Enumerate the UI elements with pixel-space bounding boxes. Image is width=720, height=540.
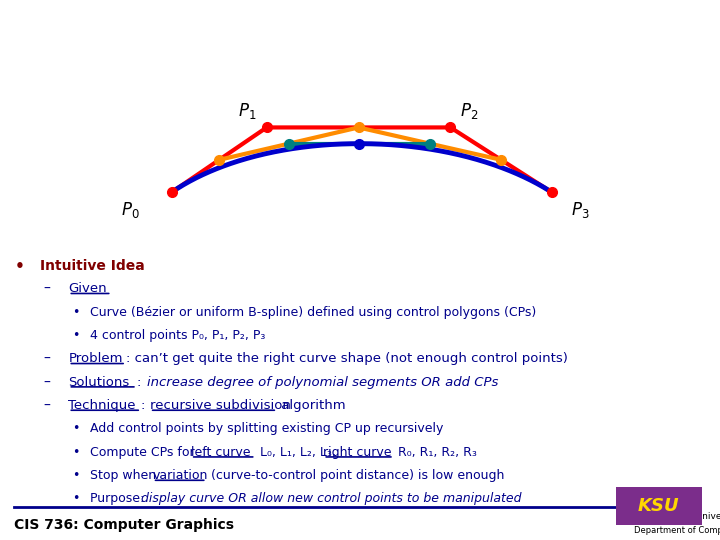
Text: Compute CPs for: Compute CPs for	[90, 446, 199, 458]
Text: Add control points by splitting existing CP up recursively: Add control points by splitting existing…	[90, 422, 444, 435]
Text: $P_1$: $P_1$	[238, 101, 257, 121]
Text: R₀, R₁, R₂, R₃: R₀, R₁, R₂, R₃	[394, 446, 477, 458]
Text: Given: Given	[68, 282, 107, 295]
Text: •: •	[72, 492, 79, 505]
Text: :: :	[137, 376, 145, 389]
Text: $P_0$: $P_0$	[122, 200, 140, 220]
Text: Intuitive Idea: Intuitive Idea	[40, 259, 144, 273]
Text: Stop when: Stop when	[90, 469, 160, 482]
FancyBboxPatch shape	[616, 487, 702, 525]
Text: Kansas State University: Kansas State University	[634, 511, 720, 521]
Text: :: :	[141, 399, 150, 412]
Text: Technique: Technique	[68, 399, 136, 412]
Text: recursive subdivision: recursive subdivision	[150, 399, 291, 412]
Text: : can’t get quite the right curve shape (not enough control points): : can’t get quite the right curve shape …	[126, 352, 568, 365]
Text: •: •	[72, 422, 79, 435]
Text: display curve OR allow new control points to be manipulated: display curve OR allow new control point…	[141, 492, 521, 505]
Text: algorithm: algorithm	[277, 399, 346, 412]
Text: Purpose:: Purpose:	[90, 492, 148, 505]
Text: •: •	[72, 469, 79, 482]
Text: –: –	[43, 399, 50, 413]
Text: •: •	[72, 329, 79, 342]
Text: increase degree of polynomial segments OR add CPs: increase degree of polynomial segments O…	[147, 376, 498, 389]
Text: $P_3$: $P_3$	[571, 200, 590, 220]
Text: Curve (Bézier or uniform B-spline) defined using control polygons (CPs): Curve (Bézier or uniform B-spline) defin…	[90, 306, 536, 319]
Text: 4 control points P₀, P₁, P₂, P₃: 4 control points P₀, P₁, P₂, P₃	[90, 329, 266, 342]
Text: •: •	[14, 259, 24, 274]
Text: –: –	[43, 376, 50, 389]
Text: (curve-to-control point distance) is low enough: (curve-to-control point distance) is low…	[207, 469, 504, 482]
Text: right curve: right curve	[323, 446, 392, 458]
Text: Solutions: Solutions	[68, 376, 130, 389]
Text: Problem: Problem	[68, 352, 123, 365]
Text: left curve: left curve	[191, 446, 251, 458]
Text: –: –	[43, 282, 50, 296]
Text: Interpolating Curves [1]:: Interpolating Curves [1]:	[185, 19, 535, 43]
Text: $P_2$: $P_2$	[460, 101, 479, 121]
Text: L₀, L₁, L₂, L₃,: L₀, L₁, L₂, L₃,	[256, 446, 339, 458]
Text: •: •	[72, 446, 79, 458]
Text: –: –	[43, 352, 50, 366]
Text: Recursive Subdivision: Recursive Subdivision	[204, 61, 516, 85]
Text: •: •	[72, 306, 79, 319]
Text: variation: variation	[153, 469, 208, 482]
Text: KSU: KSU	[638, 497, 680, 515]
Text: CIS 736: Computer Graphics: CIS 736: Computer Graphics	[14, 517, 235, 531]
Text: Department of Computing and Information Sciences: Department of Computing and Information …	[634, 526, 720, 535]
